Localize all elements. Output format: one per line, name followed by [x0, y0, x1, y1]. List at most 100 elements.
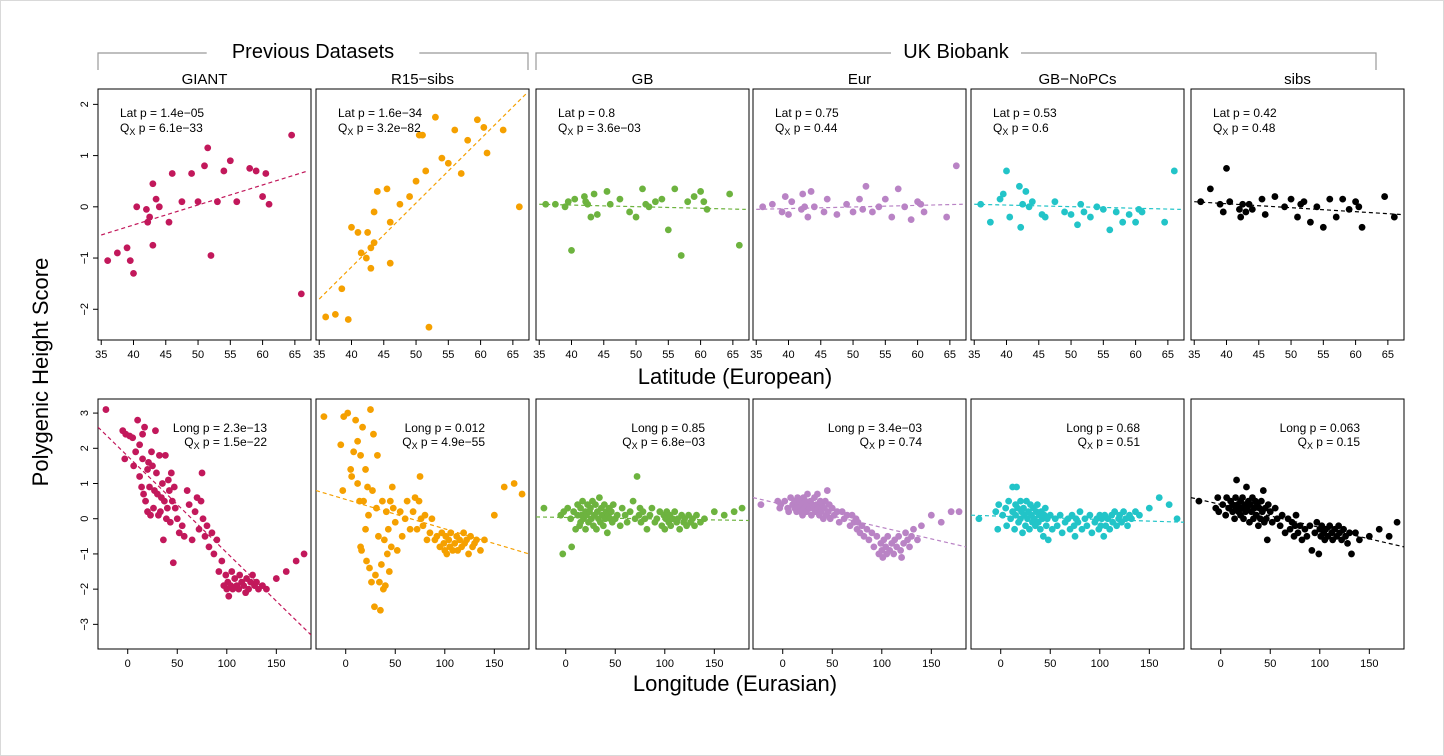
data-point [1223, 164, 1230, 172]
data-point [372, 571, 379, 579]
data-point [810, 203, 818, 211]
data-point [1016, 182, 1023, 190]
data-point [367, 244, 375, 252]
data-point [590, 190, 598, 198]
data-point [977, 200, 985, 208]
data-point [288, 131, 296, 139]
qx-p-value: QX p = 0.51 [1078, 435, 1141, 451]
data-point [1128, 515, 1135, 523]
x-tick-label: 65 [727, 349, 739, 361]
data-point [518, 490, 526, 498]
data-point [661, 525, 669, 533]
data-point [1231, 515, 1238, 523]
data-point [252, 167, 260, 175]
data-point [214, 198, 221, 206]
data-point [362, 466, 369, 473]
data-point [203, 522, 211, 530]
data-point [377, 561, 385, 568]
data-point [1077, 200, 1085, 208]
data-point [368, 578, 375, 586]
data-point [464, 136, 472, 144]
data-point [451, 539, 459, 547]
data-point [383, 185, 391, 193]
data-point [363, 557, 370, 565]
group-bracket-right [1021, 52, 1377, 70]
x-tick-label: 45 [1253, 349, 1265, 361]
data-point [1041, 504, 1049, 512]
group-bracket-left [535, 52, 891, 70]
x-tick-label: 40 [1220, 349, 1232, 361]
data-point [1002, 504, 1010, 512]
data-point [165, 218, 173, 226]
data-point [158, 480, 166, 487]
data-point [148, 448, 155, 456]
plot-area [536, 473, 749, 558]
data-point [104, 257, 112, 265]
data-point [693, 511, 700, 519]
data-point [551, 200, 559, 208]
data-point [639, 185, 646, 193]
data-point [1233, 476, 1240, 484]
y-tick-label: 2 [79, 445, 91, 451]
data-point [1087, 213, 1094, 221]
data-point [1263, 536, 1271, 544]
data-point [153, 469, 160, 477]
data-point [263, 585, 270, 593]
data-point [757, 501, 765, 509]
plot-frame [752, 88, 967, 341]
data-point [623, 518, 631, 526]
data-point [292, 557, 300, 565]
data-point [195, 525, 203, 533]
x-tick-label: 55 [879, 349, 891, 361]
data-point [259, 193, 266, 200]
data-point [406, 525, 414, 533]
data-point [438, 154, 446, 162]
data-point [568, 543, 576, 551]
data-point [781, 193, 789, 200]
data-point [568, 246, 575, 254]
data-point [1254, 522, 1262, 530]
data-point [999, 190, 1007, 198]
long-p-value: Long p = 2.3e−13 [173, 421, 267, 435]
x-tick-label: 35 [313, 349, 325, 361]
data-point [658, 195, 666, 203]
data-point [425, 323, 433, 331]
data-point [902, 529, 909, 537]
data-point [1259, 487, 1267, 494]
data-point [1298, 536, 1306, 544]
data-point [1099, 205, 1107, 213]
data-point [1375, 525, 1383, 533]
data-point [166, 518, 174, 526]
plot-area [101, 131, 308, 298]
x-tick-label: 55 [442, 349, 454, 361]
data-point [788, 198, 796, 206]
data-point [146, 213, 154, 221]
x-axis-title-longitude: Longitude (Eurasian) [633, 671, 837, 696]
data-point [121, 455, 129, 463]
data-point [652, 198, 659, 206]
data-point [1307, 218, 1314, 226]
data-point [416, 473, 424, 480]
data-point [564, 504, 572, 512]
data-point [1271, 504, 1279, 512]
data-point [146, 483, 153, 491]
data-point [1219, 501, 1227, 509]
x-tick-label: 55 [1097, 349, 1109, 361]
data-point [1053, 522, 1061, 530]
x-tick-label: 55 [1317, 349, 1329, 361]
data-point [134, 416, 142, 424]
data-point [584, 200, 592, 208]
data-point [1119, 218, 1127, 226]
x-tick-label: 50 [1285, 349, 1297, 361]
data-point [917, 200, 925, 208]
data-point [1335, 522, 1343, 530]
data-point [1236, 205, 1243, 213]
data-point [1393, 518, 1401, 526]
data-point [1039, 532, 1047, 540]
data-point [376, 578, 383, 586]
x-tick-label: 60 [1129, 349, 1141, 361]
panel-lat: 35 40 45 50 55 60 65 Lat p = 0.8QX p = 3.6e−03 [533, 88, 750, 361]
x-axis-title-latitude: Latitude (European) [638, 364, 832, 389]
